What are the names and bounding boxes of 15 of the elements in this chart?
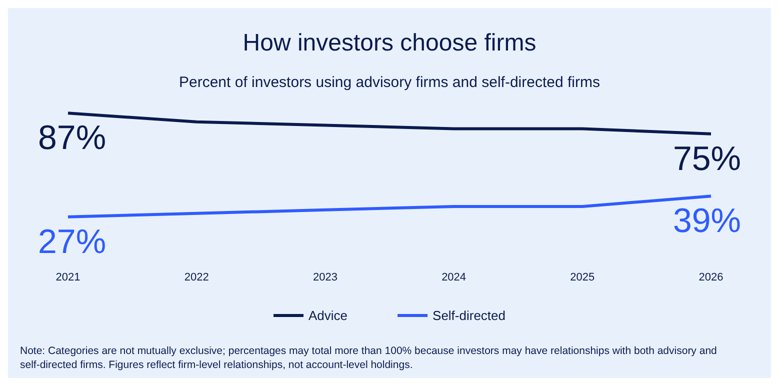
data-label: 75% [672,140,741,178]
x-tick-label: 2021 [56,272,80,284]
x-tick-label: 2023 [312,272,338,284]
x-tick-label: 2024 [442,272,466,284]
data-label: 39% [672,202,741,240]
x-tick-label: 2022 [184,272,209,284]
x-tick-label: 2025 [570,272,595,284]
chart-title: How investors choose firms [242,30,536,56]
chart-subtitle: Percent of investors using advisory firms and self-directed firms [179,74,600,91]
legend-label: Self-directed [432,308,506,323]
text: Note: Categories are not mutually exclusive; percentages may total more than 100% because investors may have relationships with both advisory and self-directed firms. Figures reflect firm-level relationships, not account-level holdings. [20,345,720,371]
x-tick-label: 2026 [698,272,724,284]
data-label: 27% [38,222,106,261]
data-label: 87% [38,119,106,158]
legend-label: Advice [308,308,348,323]
